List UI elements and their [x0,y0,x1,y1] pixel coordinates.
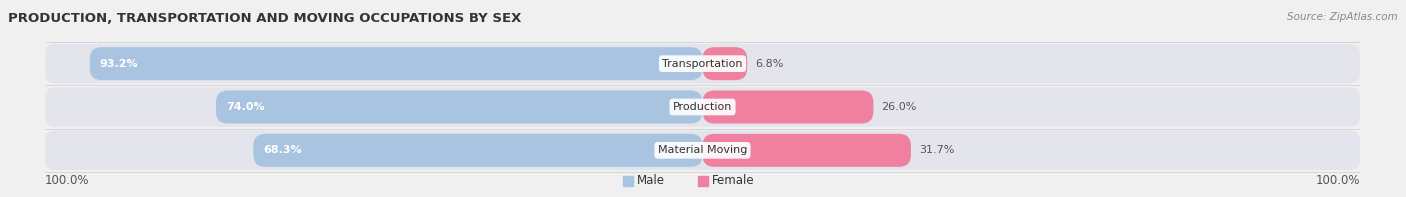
FancyBboxPatch shape [45,131,1360,170]
FancyBboxPatch shape [45,44,1360,83]
Text: 100.0%: 100.0% [45,174,90,187]
Text: Material Moving: Material Moving [658,145,747,155]
Text: 6.8%: 6.8% [755,59,783,69]
Text: 74.0%: 74.0% [226,102,264,112]
FancyBboxPatch shape [703,90,873,124]
Text: 100.0%: 100.0% [1316,174,1360,187]
Text: Transportation: Transportation [662,59,742,69]
Text: 68.3%: 68.3% [263,145,302,155]
Text: Male: Male [637,175,665,188]
Text: 93.2%: 93.2% [100,59,138,69]
Text: Female: Female [711,175,754,188]
Text: 26.0%: 26.0% [882,102,917,112]
FancyBboxPatch shape [703,47,747,80]
FancyBboxPatch shape [253,134,703,167]
Text: 31.7%: 31.7% [920,145,955,155]
Text: Source: ZipAtlas.com: Source: ZipAtlas.com [1288,12,1398,22]
Bar [623,176,633,186]
FancyBboxPatch shape [217,90,703,124]
Bar [697,176,707,186]
FancyBboxPatch shape [703,134,911,167]
FancyBboxPatch shape [90,47,703,80]
Text: PRODUCTION, TRANSPORTATION AND MOVING OCCUPATIONS BY SEX: PRODUCTION, TRANSPORTATION AND MOVING OC… [8,12,522,25]
Text: Production: Production [673,102,733,112]
FancyBboxPatch shape [45,87,1360,127]
